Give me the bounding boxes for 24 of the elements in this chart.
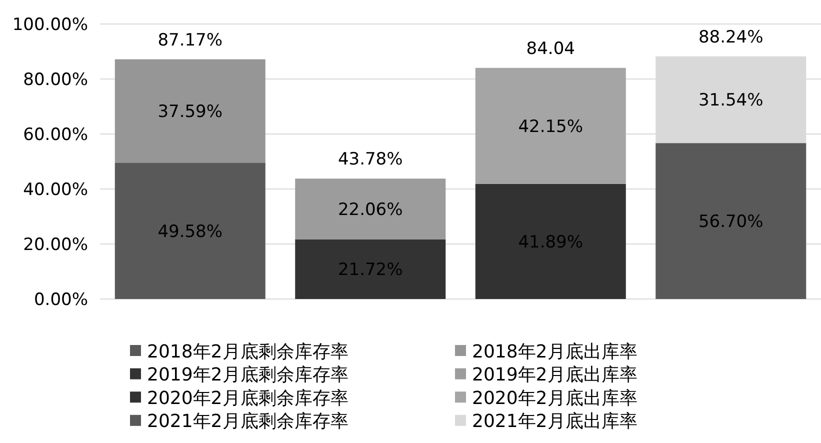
y-tick-label: 80.00% (23, 70, 88, 90)
legend-label: 2018年2月底出库率 (472, 341, 638, 362)
total-label: 84.04 (526, 38, 575, 59)
data-label: 42.15% (518, 116, 584, 137)
y-tick-label: 0.00% (34, 290, 88, 310)
legend-label: 2020年2月底剩余库存率 (147, 388, 348, 409)
total-label: 88.24% (698, 27, 764, 48)
legend-label: 2019年2月底剩余库存率 (147, 364, 348, 386)
legend-label: 2020年2月底出库率 (472, 388, 638, 409)
data-label: 49.58% (158, 222, 223, 242)
y-tick-label: 100.00% (12, 14, 88, 35)
legend-label: 2018年2月底剩余库存率 (147, 341, 348, 362)
total-label: 43.78% (338, 150, 403, 170)
y-tick-label: 60.00% (23, 124, 88, 145)
data-label: 31.54% (698, 90, 764, 111)
legend-label: 2019年2月底出库率 (472, 364, 638, 386)
legend-label: 2021年2月底剩余库存率 (147, 411, 348, 432)
data-label: 37.59% (158, 102, 223, 122)
data-label: 56.70% (698, 212, 764, 232)
data-label: 22.06% (338, 200, 403, 220)
legend-label: 2021年2月底出库率 (472, 411, 638, 432)
total-label: 87.17% (158, 30, 223, 50)
y-tick-label: 40.00% (23, 180, 88, 200)
y-tick-label: 20.00% (23, 234, 88, 255)
